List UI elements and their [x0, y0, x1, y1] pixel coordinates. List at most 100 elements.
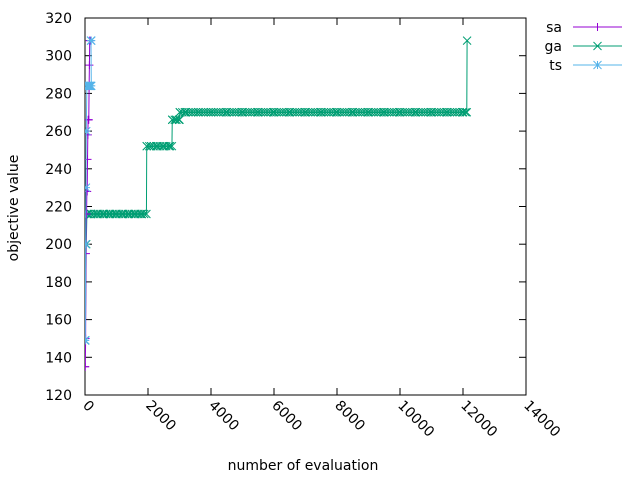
marker-stroke: [102, 209, 111, 219]
data-point-ts: [85, 239, 90, 249]
legend-marker-ts: [593, 60, 602, 70]
marker-stroke: [170, 115, 180, 125]
marker-stroke: [133, 209, 143, 219]
data-point-ga: [151, 141, 161, 151]
y-tick-label: 220: [45, 200, 72, 216]
axes-layer: 120 140 160 180 200 220 240 260 280 300 320 0 2000 40…: [45, 11, 563, 440]
data-point-sa: [85, 362, 90, 371]
y-tick-label: 260: [45, 124, 72, 140]
y-tick-label: 120: [45, 388, 72, 404]
marker-stroke: [98, 209, 107, 219]
data-point-ga: [136, 209, 145, 219]
data-point-ga: [127, 209, 136, 219]
series-ts: [85, 36, 96, 345]
data-point-ga: [458, 107, 468, 117]
marker-stroke: [85, 126, 91, 134]
x-tick-label: 6000: [268, 398, 305, 435]
data-point-ga: [137, 209, 147, 219]
marker-stroke: [137, 209, 147, 219]
marker-stroke: [85, 239, 90, 246]
data-point-ga: [98, 209, 107, 219]
data-point-ga: [174, 115, 184, 125]
marker-stroke: [161, 141, 171, 151]
data-point-ga: [123, 209, 133, 219]
y-tick-label: 320: [45, 11, 72, 27]
y-axis-title: objective value: [6, 155, 22, 262]
data-point-ga: [104, 209, 114, 219]
marker-stroke: [86, 81, 96, 91]
data-point-ts: [85, 335, 90, 345]
data-point-ga: [139, 209, 149, 219]
data-point-ga: [462, 107, 472, 117]
marker-stroke: [95, 209, 105, 219]
marker-stroke: [149, 141, 159, 151]
marker-stroke: [462, 107, 472, 117]
data-point-ga: [170, 115, 180, 125]
data-point-ga: [89, 209, 99, 219]
data-point-ga: [120, 209, 130, 219]
x-tick-label: 12000: [457, 398, 500, 441]
data-point-ga: [91, 209, 101, 219]
data-point-ga: [167, 115, 177, 125]
data-point-ga: [117, 209, 126, 219]
marker-stroke: [158, 141, 167, 151]
data-point-ga: [149, 141, 159, 151]
y-tick-label: 160: [45, 313, 72, 329]
x-tick-label: 14000: [520, 398, 563, 441]
legend-item-ts: ts: [549, 58, 622, 74]
plot-border: [84, 17, 527, 396]
data-point-ga: [142, 141, 152, 151]
data-point-ga: [161, 141, 171, 151]
legend-label-sa: sa: [546, 20, 562, 36]
x-axis-title: number of evaluation: [228, 458, 379, 474]
data-point-ga: [165, 141, 175, 151]
data-point-ga: [155, 141, 165, 151]
x-tick-label: 0: [79, 398, 97, 416]
series-ga: [85, 36, 472, 345]
data-point-ts: [85, 126, 91, 136]
marker-stroke: [165, 141, 175, 151]
legend-label-ga: ga: [545, 39, 562, 55]
marker-stroke: [462, 36, 472, 45]
data-point-ts: [85, 183, 91, 193]
legend-item-sa: sa: [546, 20, 622, 36]
marker-stroke: [167, 115, 177, 125]
marker-stroke: [89, 209, 99, 219]
data-point-ga: [164, 141, 174, 151]
data-point-ga: [110, 209, 120, 219]
y-tick-label: 140: [45, 350, 72, 366]
marker-stroke: [120, 209, 130, 219]
marker-stroke: [144, 141, 154, 151]
x-tick-label: 10000: [394, 398, 437, 441]
marker-stroke: [593, 60, 602, 70]
marker-stroke: [171, 115, 181, 125]
data-point-ga: [457, 107, 467, 117]
marker-stroke: [114, 209, 124, 219]
legend-marker-sa: [593, 23, 602, 31]
data-point-sa: [85, 210, 91, 219]
data-point-ga: [171, 115, 181, 125]
marker-stroke: [85, 183, 91, 190]
x-tick-label: 8000: [331, 398, 368, 435]
marker-stroke: [104, 209, 114, 219]
marker-stroke: [136, 209, 145, 219]
data-point-ga: [102, 209, 111, 219]
marker-stroke: [91, 209, 101, 219]
legend-marker-ga: [593, 41, 602, 51]
data-point-ga: [133, 209, 143, 219]
y-tick-label: 280: [45, 86, 72, 102]
y-tick-label: 240: [45, 162, 72, 178]
legend-item-ga: ga: [545, 39, 622, 55]
marker-stroke: [86, 36, 96, 45]
data-point-ga: [462, 36, 472, 45]
data-point-ga: [461, 107, 470, 117]
series-line-ga: [85, 40, 468, 341]
data-point-ga: [108, 209, 118, 219]
y-tick-label: 300: [45, 49, 72, 65]
marker-stroke: [117, 209, 126, 219]
marker-stroke: [457, 107, 467, 117]
legend: sa ga ts: [545, 20, 622, 74]
marker-stroke: [108, 209, 118, 219]
marker-stroke: [85, 335, 90, 342]
